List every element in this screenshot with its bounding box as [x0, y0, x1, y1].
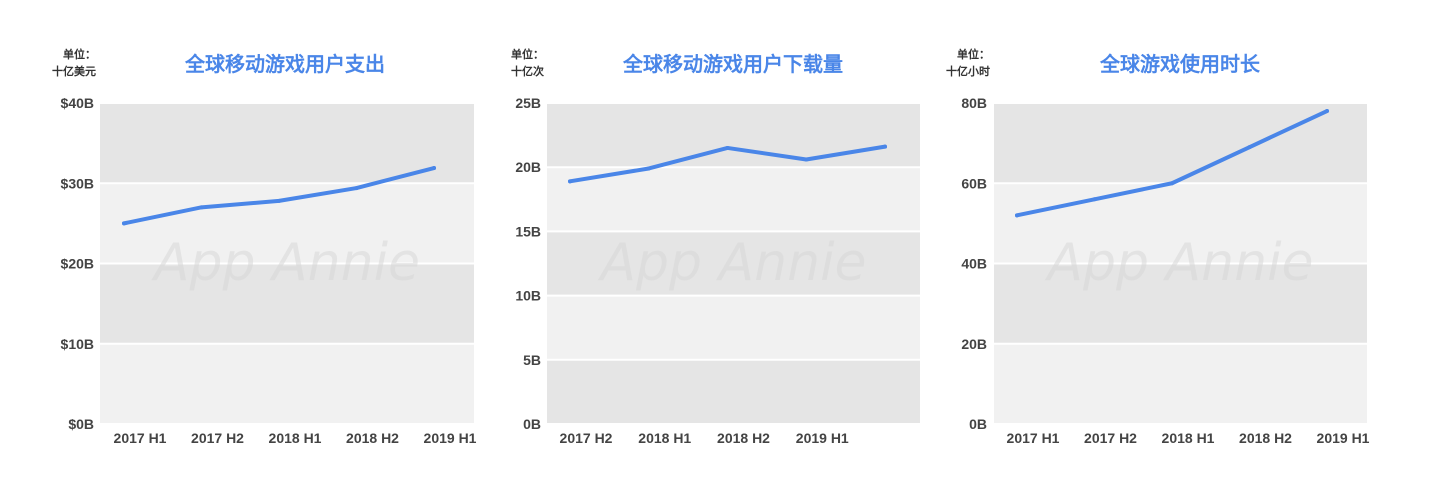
plot-band [100, 183, 474, 264]
data-point [568, 179, 572, 184]
plot-band [994, 103, 1367, 184]
watermark: App Annie [1044, 233, 1313, 293]
data-point [122, 221, 126, 226]
y-tick-label: $0B [68, 416, 94, 432]
data-point [1247, 145, 1252, 150]
y-tick-label: 15B [515, 223, 541, 239]
y-tick-label: 0B [969, 416, 987, 432]
y-tick-label: 0B [523, 416, 541, 432]
plot-band [100, 343, 474, 424]
y-tick-label: 20B [515, 159, 541, 175]
unit-line-1: 单位： [63, 48, 96, 61]
data-point [432, 166, 436, 171]
plot-band [994, 343, 1367, 424]
plot-band [994, 183, 1367, 264]
unit-label: 单位： 十亿小时 [932, 46, 990, 80]
data-point [1325, 109, 1329, 114]
x-tick-label: 2018 H1 [269, 430, 322, 446]
plot-band [100, 263, 474, 344]
unit-line-2: 十亿小时 [946, 65, 990, 78]
plot-band [547, 103, 920, 168]
data-point [1015, 213, 1019, 218]
unit-line-1: 单位： [511, 48, 544, 61]
x-tick-label: 2019 H1 [424, 430, 477, 446]
unit-label: 单位： 十亿美元 [38, 46, 96, 80]
unit-line-2: 十亿美元 [52, 65, 96, 78]
x-tick-label: 2018 H2 [717, 430, 770, 446]
y-tick-label: 20B [961, 336, 987, 352]
y-tick-label: $30B [61, 175, 94, 191]
y-tick-label: $20B [61, 256, 94, 272]
data-point [354, 186, 359, 191]
x-tick-label: 2019 H1 [796, 430, 849, 446]
x-tick-label: 2018 H2 [1239, 430, 1292, 446]
data-point [277, 198, 281, 203]
y-tick-label: $10B [61, 336, 94, 352]
y-tick-label: 40B [961, 256, 987, 272]
data-point [725, 145, 730, 150]
x-tick-label: 2017 H2 [1084, 430, 1137, 446]
unit-line-2: 十亿次 [511, 65, 544, 78]
x-tick-label: 2017 H1 [1007, 430, 1060, 446]
plot-band [547, 231, 920, 296]
chart-title: 全球移动游戏用户下载量 [623, 52, 843, 76]
data-point [804, 157, 809, 162]
x-tick-label: 2018 H1 [1162, 430, 1215, 446]
x-tick-label: 2017 H2 [191, 430, 244, 446]
unit-line-1: 单位： [957, 48, 990, 61]
y-tick-label: 25B [515, 95, 541, 111]
watermark: App Annie [151, 233, 420, 293]
y-tick-label: 5B [523, 352, 541, 368]
data-point [199, 205, 204, 210]
data-point [646, 166, 651, 171]
plot-band [547, 167, 920, 232]
chart-title: 全球移动游戏用户支出 [185, 52, 385, 76]
x-tick-label: 2018 H1 [638, 430, 691, 446]
y-tick-label: 60B [961, 175, 987, 191]
x-tick-label: 2017 H1 [114, 430, 167, 446]
data-point [1170, 181, 1174, 186]
y-tick-label: 10B [515, 288, 541, 304]
watermark: App Annie [597, 233, 866, 293]
y-tick-label: $40B [61, 95, 94, 111]
y-tick-label: 80B [961, 95, 987, 111]
chart-title: 全球游戏使用时长 [1100, 52, 1260, 76]
plot-band [100, 103, 474, 184]
x-tick-label: 2017 H2 [560, 430, 613, 446]
plot-band [994, 263, 1367, 344]
plot-band [547, 359, 920, 424]
unit-label: 单位： 十亿次 [486, 46, 544, 80]
x-tick-label: 2019 H1 [1317, 430, 1370, 446]
plot-band [547, 295, 920, 360]
x-tick-label: 2018 H2 [346, 430, 399, 446]
data-point [883, 144, 887, 149]
data-point [1092, 197, 1097, 202]
